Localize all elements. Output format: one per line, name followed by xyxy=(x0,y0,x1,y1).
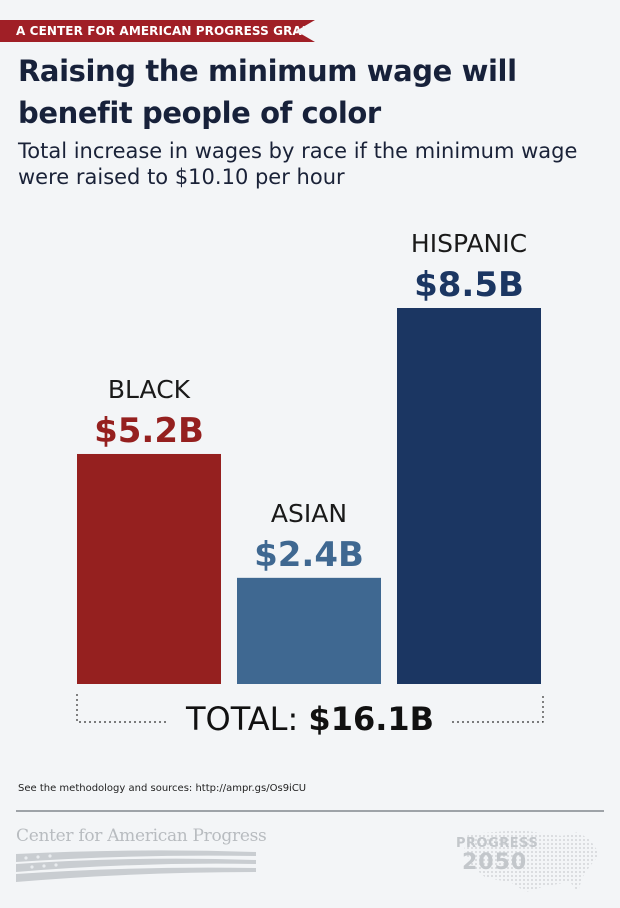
banner-text: A CENTER FOR AMERICAN PROGRESS GRAPHIC xyxy=(16,24,335,38)
bar-chart: $5.2B BLACK $2.4B ASIAN $8.5B HISPANIC xyxy=(76,229,544,723)
value-label-hispanic: $8.5B xyxy=(414,265,524,305)
chart-subtitle: Total increase in wages by race if the m… xyxy=(18,139,578,189)
category-label-asian: ASIAN xyxy=(271,499,347,528)
chart-title: Raising the minimum wage will benefit pe… xyxy=(18,54,517,130)
us-map-icon xyxy=(464,830,600,892)
footer-divider xyxy=(16,810,604,812)
flag-swoosh-icon xyxy=(16,850,256,882)
total-bracket xyxy=(76,694,544,723)
bar-asian xyxy=(237,577,381,684)
bar-hispanic xyxy=(397,308,541,684)
cap-logo-text: Center for American Progress xyxy=(16,826,267,846)
total-line: TOTAL: $16.1B xyxy=(0,700,620,738)
value-label-black: $5.2B xyxy=(94,411,204,451)
total-label: TOTAL: xyxy=(185,700,299,738)
bar-black xyxy=(77,453,221,684)
category-label-black: BLACK xyxy=(108,375,191,404)
progress-logo-word: PROGRESS xyxy=(456,836,539,851)
total-value: $16.1B xyxy=(308,700,435,738)
category-label-hispanic: HISPANIC xyxy=(411,229,527,258)
source-note: See the methodology and sources: http://… xyxy=(18,783,307,794)
cap-logo: Center for American Progress xyxy=(16,826,276,886)
header-banner: A CENTER FOR AMERICAN PROGRESS GRAPHIC xyxy=(0,20,315,42)
progress-logo-year: 2050 xyxy=(462,850,528,875)
value-label-asian: $2.4B xyxy=(254,535,364,575)
progress-2050-logo: PROGRESS 2050 xyxy=(450,826,610,896)
